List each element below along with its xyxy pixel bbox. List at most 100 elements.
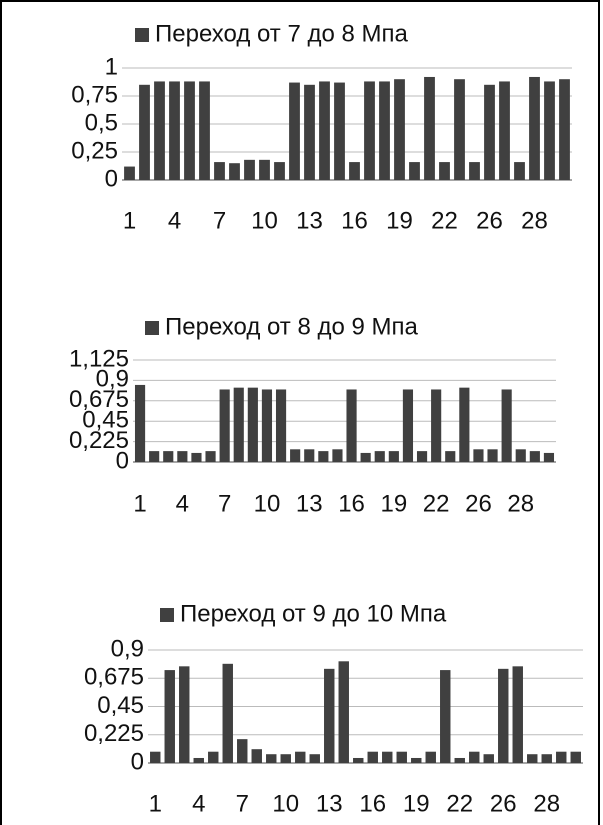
bar [134, 384, 146, 462]
bar [124, 166, 135, 180]
y-tick-label: 0 [105, 165, 118, 192]
x-tick-label: 10 [254, 490, 281, 517]
y-tick-label: 0,75 [71, 81, 118, 108]
bar [425, 751, 436, 763]
bar [512, 666, 523, 763]
bar [229, 163, 240, 180]
bar [439, 162, 450, 180]
x-tick-label: 22 [431, 207, 458, 234]
bar [543, 452, 555, 462]
bar [179, 666, 190, 763]
bar [338, 661, 349, 763]
bar [469, 751, 480, 763]
bar [177, 451, 188, 462]
bar [483, 754, 494, 763]
y-tick-label: 1,125 [69, 345, 129, 372]
bar [498, 668, 509, 763]
bar [459, 387, 470, 462]
x-tick-label: 16 [341, 207, 368, 234]
x-tick-label: 10 [272, 790, 299, 817]
x-tick-label: 28 [533, 790, 560, 817]
bar [219, 389, 230, 462]
bar [193, 757, 204, 763]
bar [382, 751, 393, 763]
y-tick-label: 0,675 [69, 386, 129, 413]
bar [515, 449, 526, 462]
y-tick-label: 0,5 [85, 109, 118, 136]
y-tick-label: 0 [131, 748, 144, 775]
legend-swatch [135, 28, 149, 42]
bar [191, 452, 202, 462]
y-tick-label: 0,25 [71, 137, 118, 164]
x-tick-label: 4 [192, 790, 205, 817]
x-tick-label: 4 [168, 207, 181, 234]
bar [208, 751, 219, 763]
bar [266, 754, 277, 763]
bar [163, 451, 174, 462]
y-tick-label: 0,9 [111, 635, 144, 662]
bar [349, 162, 360, 180]
x-tick-label: 26 [490, 790, 517, 817]
bar [169, 81, 180, 180]
y-tick-label: 1 [105, 53, 118, 80]
bar [164, 670, 175, 763]
bar [150, 751, 161, 763]
bar [424, 76, 435, 180]
y-tick-label: 0,225 [84, 720, 144, 747]
bar [304, 449, 315, 462]
x-tick-label: 1 [149, 790, 162, 817]
bar [396, 751, 407, 763]
bar [394, 79, 405, 180]
y-tick-label: 0,225 [69, 427, 129, 454]
y-tick-label: 0,9 [96, 366, 129, 393]
x-tick-label: 13 [316, 790, 343, 817]
bar [319, 81, 330, 180]
x-tick-label: 16 [338, 490, 365, 517]
bar [473, 449, 484, 462]
bar [527, 754, 538, 763]
legend-label: Переход от 7 до 8 Мпа [155, 20, 409, 47]
bar [559, 79, 570, 180]
bar [346, 389, 357, 462]
bar [154, 81, 165, 180]
bar [487, 449, 498, 462]
bar [454, 79, 465, 180]
bar [275, 389, 287, 462]
bar [374, 451, 385, 462]
bar [290, 449, 301, 462]
bar [364, 81, 375, 180]
x-tick-label: 1 [123, 207, 136, 234]
bar [244, 159, 255, 180]
bar [149, 451, 160, 462]
x-tick-label: 1 [133, 490, 146, 517]
legend-swatch [160, 608, 174, 622]
bar [499, 81, 510, 180]
bar [469, 162, 480, 180]
bar [289, 82, 300, 180]
bar [514, 162, 525, 180]
bar [529, 76, 540, 180]
bar [440, 670, 451, 763]
bar [409, 162, 420, 180]
y-tick-label: 0,45 [97, 692, 144, 719]
bar [237, 739, 248, 763]
x-tick-label: 4 [176, 490, 189, 517]
bar [431, 389, 442, 462]
bar [295, 751, 306, 763]
bar [332, 449, 343, 462]
bar [222, 663, 233, 763]
x-tick-label: 7 [236, 790, 249, 817]
bar [280, 754, 291, 763]
bar [529, 451, 540, 462]
bar [353, 757, 364, 763]
bar [205, 451, 216, 462]
x-tick-label: 28 [507, 490, 534, 517]
legend-swatch [145, 321, 159, 335]
legend-label: Переход от 9 до 10 Мпа [180, 600, 447, 627]
x-tick-label: 7 [218, 490, 231, 517]
bar [360, 452, 371, 462]
bar [309, 754, 320, 763]
bar [541, 754, 552, 763]
bar [379, 81, 390, 180]
